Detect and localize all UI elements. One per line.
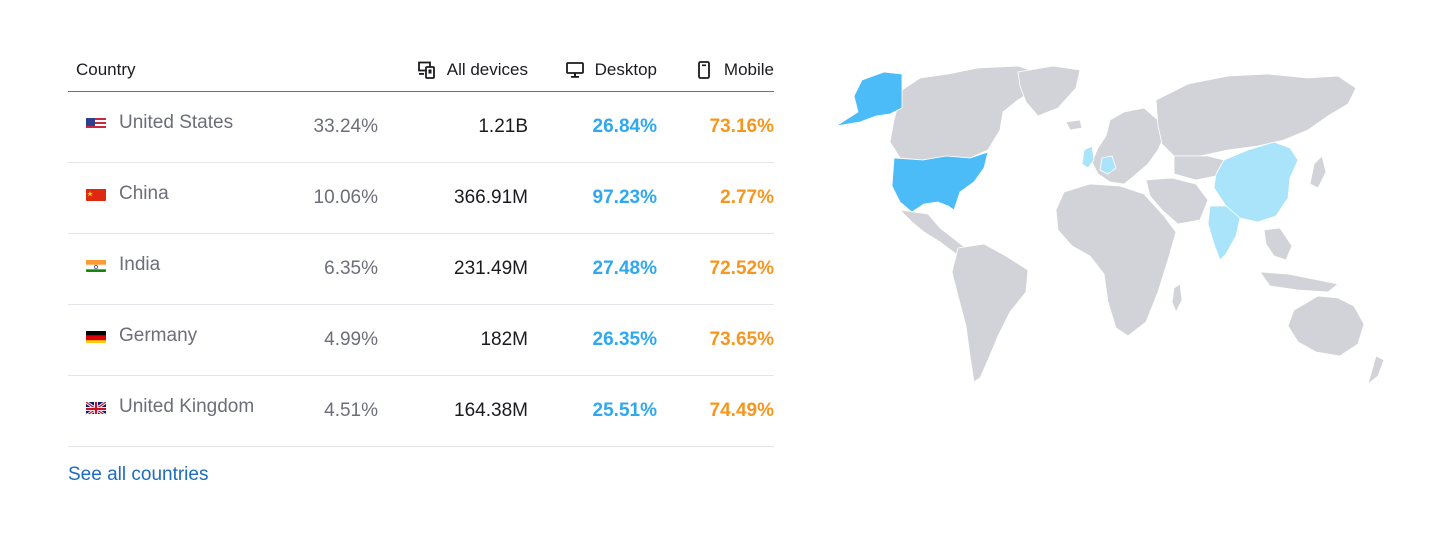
us-flag-icon — [86, 116, 106, 130]
country-cell: India — [86, 254, 160, 276]
country-name[interactable]: China — [119, 183, 169, 204]
map-region-middle-east[interactable] — [1145, 177, 1209, 225]
header-all-devices-label: All devices — [446, 60, 528, 79]
map-region-russia[interactable] — [1155, 73, 1357, 157]
table-row[interactable]: India 6.35% 231.49M 27.48% 72.52% — [68, 234, 774, 305]
map-region-indonesia[interactable] — [1259, 271, 1339, 293]
country-cell: Germany — [86, 325, 197, 347]
header-country-label: Country — [76, 60, 136, 79]
map-region-australia[interactable] — [1287, 295, 1365, 357]
map-region-africa[interactable] — [1055, 183, 1177, 337]
countries-table: Country All devices Desktop M — [68, 48, 774, 447]
traffic-share: 33.24% — [313, 116, 378, 137]
map-region-madagascar[interactable] — [1171, 283, 1183, 313]
mobile-value: 73.65% — [709, 329, 774, 350]
map-region-united-kingdom[interactable] — [1081, 145, 1095, 169]
map-region-germany[interactable] — [1099, 155, 1117, 175]
all-devices-value: 231.49M — [454, 258, 528, 279]
gb-flag-icon — [86, 400, 106, 414]
monitor-icon — [565, 62, 584, 78]
in-flag-icon — [86, 258, 106, 272]
map-region-europe[interactable] — [1091, 107, 1165, 185]
country-name[interactable]: India — [119, 254, 161, 275]
map-region-central-america[interactable] — [898, 209, 969, 255]
table-header: Country All devices Desktop M — [68, 48, 774, 92]
world-map — [835, 65, 1385, 386]
all-devices-value: 182M — [480, 329, 528, 350]
map-region-china[interactable] — [1213, 141, 1299, 223]
map-region-united-states[interactable] — [891, 151, 989, 213]
map-region-canada[interactable] — [889, 65, 1044, 161]
desktop-value: 27.48% — [592, 258, 657, 279]
map-region-japan[interactable] — [1309, 155, 1327, 189]
country-name[interactable]: Germany — [119, 325, 198, 346]
map-region-south-america[interactable] — [951, 243, 1029, 383]
traffic-share: 6.35% — [324, 258, 378, 279]
mobile-value: 73.16% — [709, 116, 774, 137]
devices-icon — [417, 61, 435, 79]
cn-flag-icon — [86, 187, 106, 201]
country-name[interactable]: United Kingdom — [119, 396, 255, 417]
map-region-greenland[interactable] — [1017, 65, 1081, 117]
map-region-alaska[interactable] — [835, 71, 903, 127]
table-row[interactable]: United Kingdom 4.51% 164.38M 25.51% 74.4… — [68, 376, 774, 447]
mobile-value: 74.49% — [709, 400, 774, 421]
traffic-share: 4.51% — [324, 400, 378, 421]
see-all-countries-link[interactable]: See all countries — [68, 464, 209, 485]
country-name[interactable]: United States — [119, 112, 234, 133]
all-devices-value: 164.38M — [454, 400, 528, 421]
header-all-devices[interactable]: All devices — [417, 60, 528, 80]
header-mobile[interactable]: Mobile — [694, 60, 774, 80]
map-region-southeast-asia[interactable] — [1263, 227, 1293, 261]
mobile-value: 72.52% — [709, 258, 774, 279]
phone-icon — [698, 61, 710, 79]
all-devices-value: 366.91M — [454, 187, 528, 208]
header-mobile-label: Mobile — [723, 60, 774, 79]
table-row[interactable]: Germany 4.99% 182M 26.35% 73.65% — [68, 305, 774, 376]
header-desktop[interactable]: Desktop — [565, 60, 657, 80]
header-country[interactable]: Country — [76, 60, 136, 80]
desktop-value: 26.84% — [592, 116, 657, 137]
country-cell: China — [86, 183, 169, 205]
header-desktop-label: Desktop — [594, 60, 657, 79]
traffic-share: 10.06% — [313, 187, 378, 208]
table-row[interactable]: China 10.06% 366.91M 97.23% 2.77% — [68, 163, 774, 234]
map-region-iceland[interactable] — [1065, 119, 1083, 131]
mobile-value: 2.77% — [720, 187, 774, 208]
all-devices-value: 1.21B — [478, 116, 528, 137]
desktop-value: 25.51% — [592, 400, 657, 421]
map-region-new-zealand[interactable] — [1367, 355, 1385, 386]
country-cell: United Kingdom — [86, 396, 254, 418]
country-cell: United States — [86, 112, 233, 134]
desktop-value: 26.35% — [592, 329, 657, 350]
desktop-value: 97.23% — [592, 187, 657, 208]
table-row[interactable]: United States 33.24% 1.21B 26.84% 73.16% — [68, 92, 774, 163]
de-flag-icon — [86, 329, 106, 343]
map-region-india[interactable] — [1207, 205, 1241, 261]
traffic-share: 4.99% — [324, 329, 378, 350]
